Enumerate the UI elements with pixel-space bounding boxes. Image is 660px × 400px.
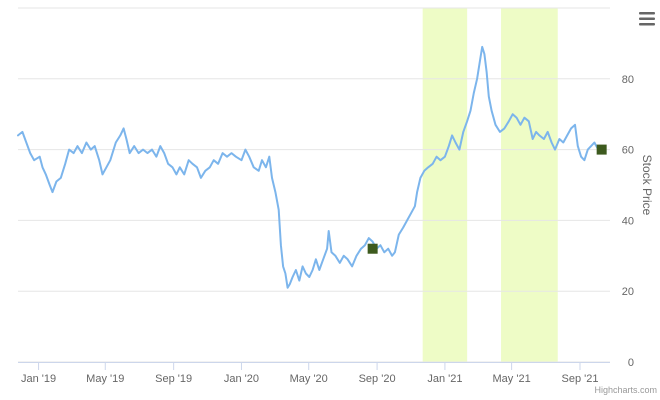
y-tick-label: 40 bbox=[622, 215, 634, 227]
y-tick-label: 0 bbox=[628, 357, 634, 369]
y-tick-label: 20 bbox=[622, 286, 634, 298]
x-tick-label: May '19 bbox=[86, 373, 124, 385]
x-axis: Jan '19 May '19 Sep '19 Jan '20 May '20 Sep '… bbox=[18, 362, 610, 385]
price-series-line[interactable] bbox=[17, 45, 603, 289]
x-tick-label: May '20 bbox=[290, 373, 328, 385]
y-axis: 0 20 40 60 80 bbox=[622, 74, 634, 369]
series-layer bbox=[17, 45, 603, 289]
x-tick-label: Jan '19 bbox=[21, 373, 56, 385]
y-tick-label: 60 bbox=[622, 145, 634, 157]
y-tick-label: 80 bbox=[622, 74, 634, 86]
menu-button[interactable] bbox=[636, 8, 658, 30]
credits-link[interactable]: Highcharts.com bbox=[594, 385, 657, 395]
plot-band-1 bbox=[501, 8, 558, 362]
x-tick-label: Jan '21 bbox=[427, 373, 462, 385]
markers-layer bbox=[367, 144, 607, 254]
plot-band-0 bbox=[422, 8, 468, 362]
x-tick-label: Sep '20 bbox=[359, 373, 396, 385]
y-axis-title: Stock Price bbox=[640, 155, 654, 216]
event-marker[interactable] bbox=[596, 144, 607, 155]
x-tick-label: Sep '21 bbox=[561, 373, 598, 385]
hamburger-menu-icon bbox=[639, 12, 655, 26]
x-tick-label: May '21 bbox=[493, 373, 531, 385]
event-marker[interactable] bbox=[367, 243, 378, 254]
plot-bands bbox=[422, 8, 558, 362]
x-tick-label: Sep '19 bbox=[155, 373, 192, 385]
x-tick-label: Jan '20 bbox=[224, 373, 259, 385]
